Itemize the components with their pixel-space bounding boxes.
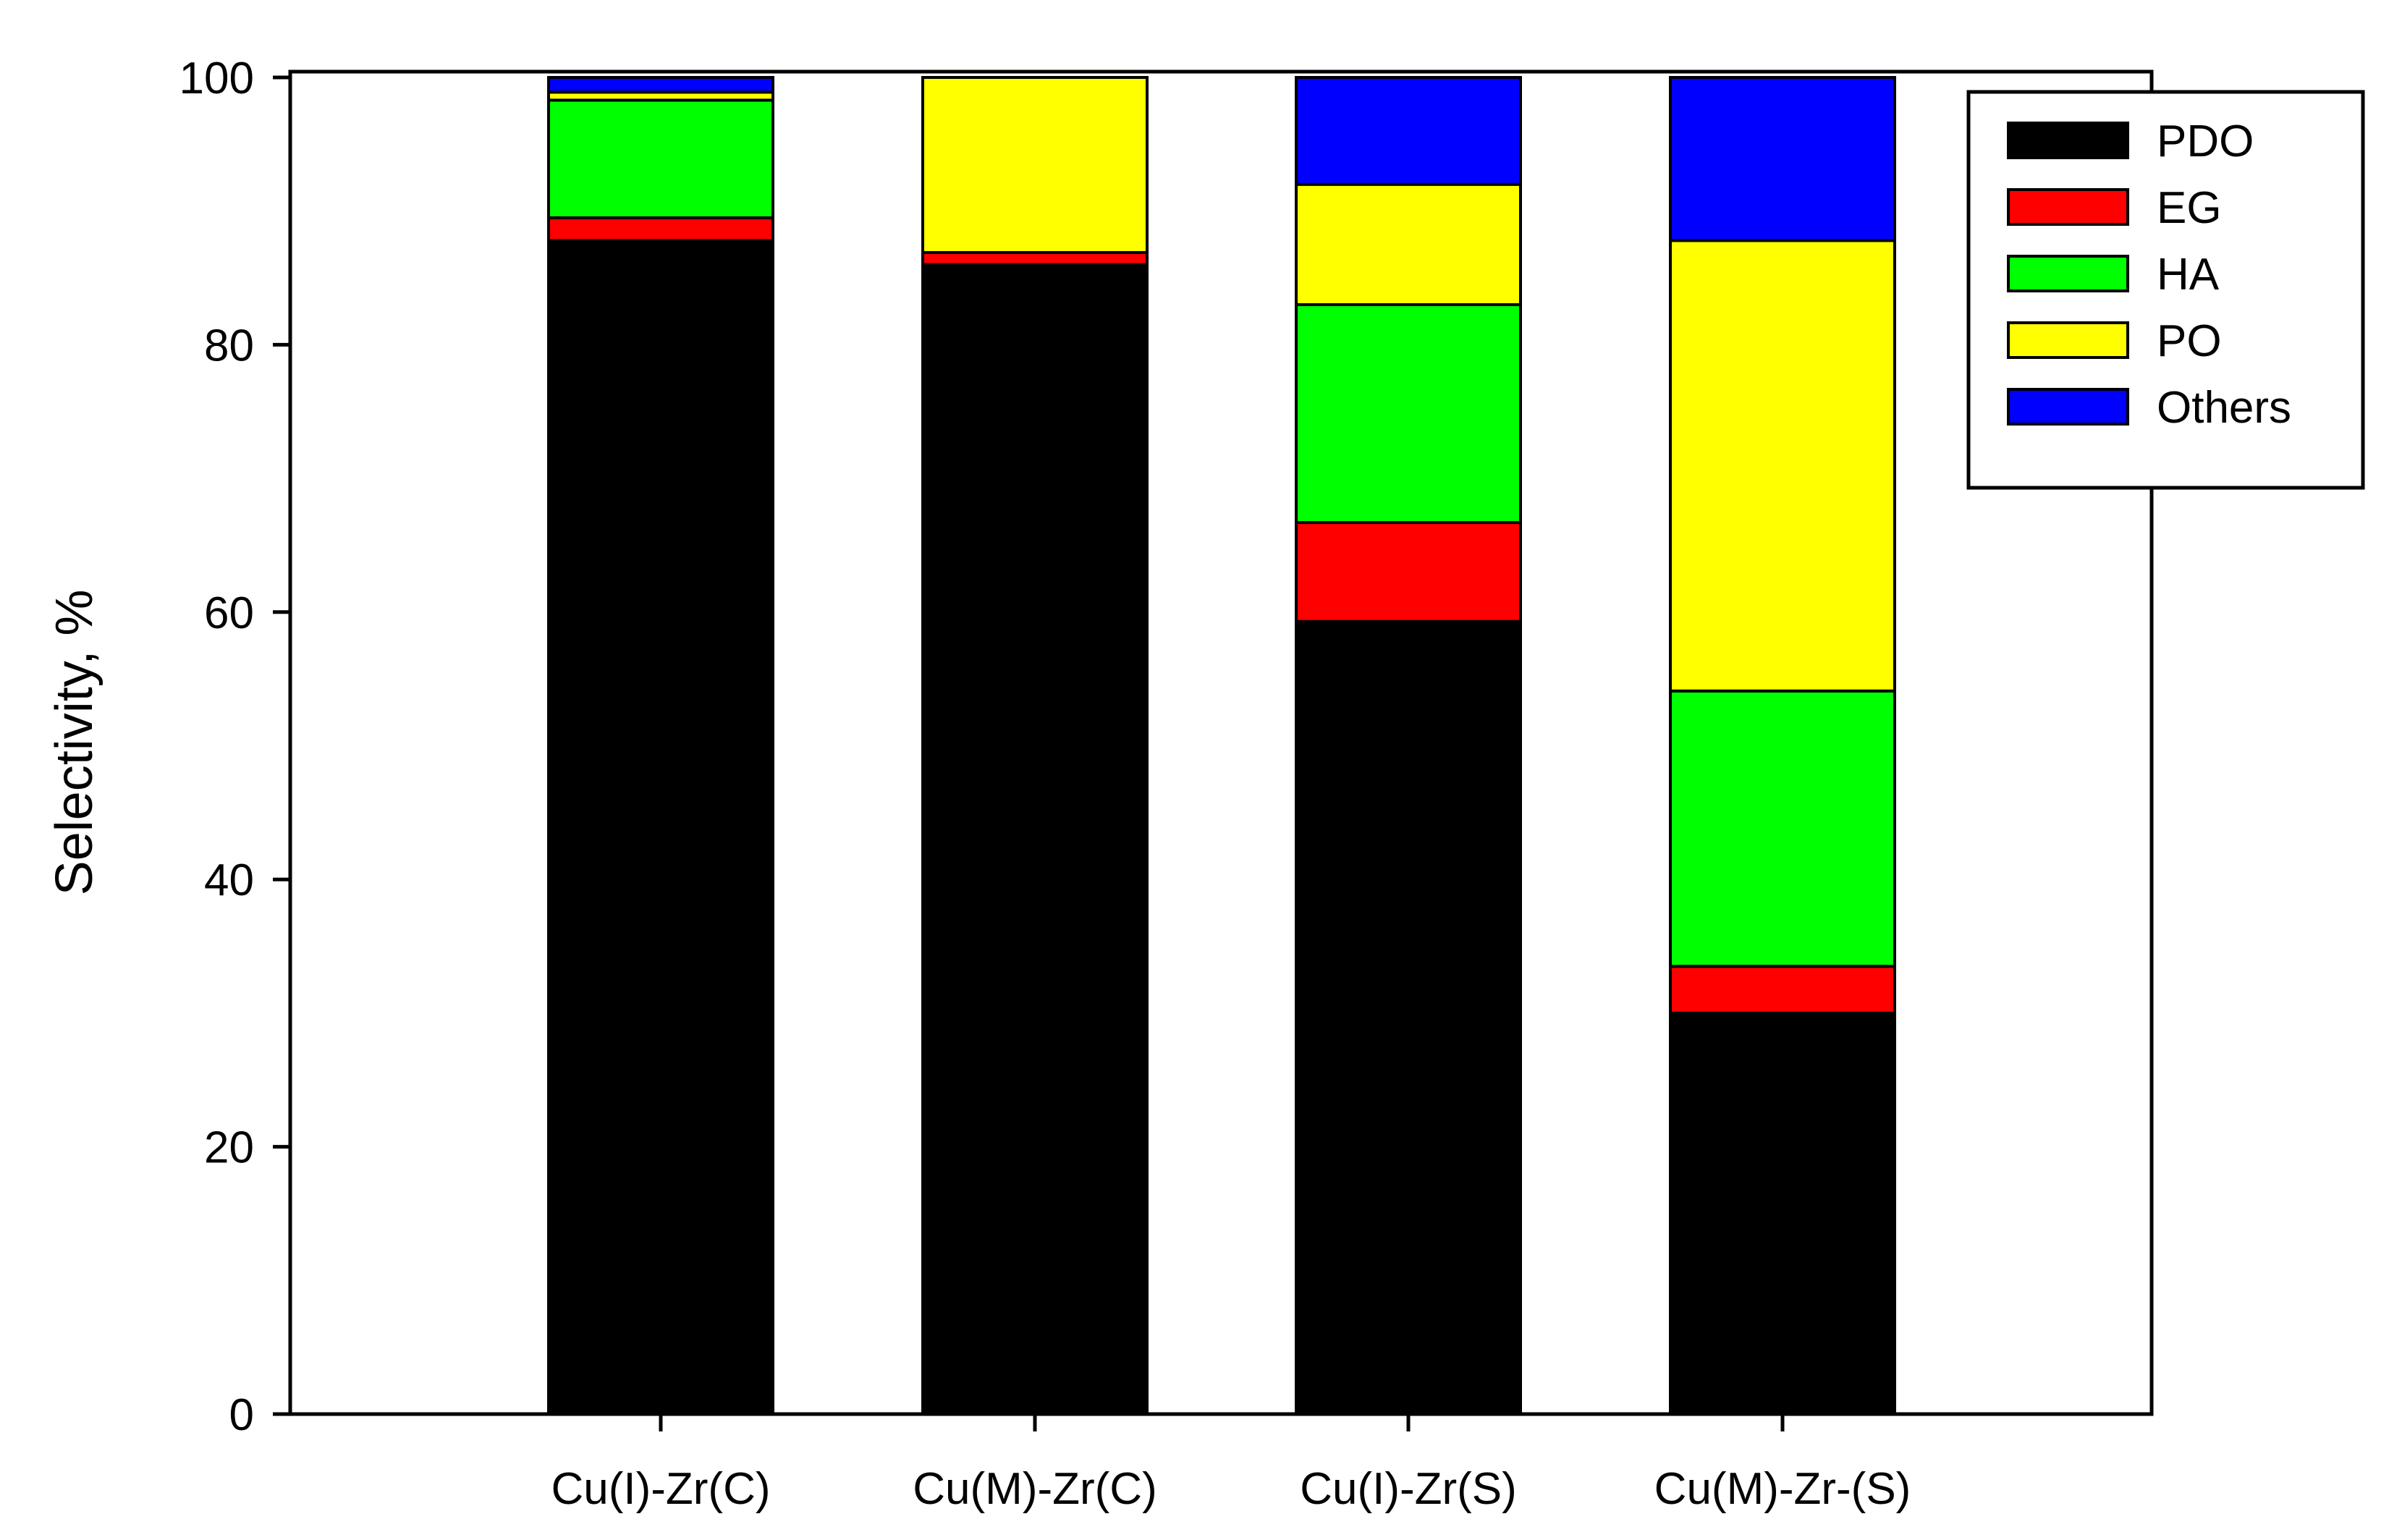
bar-segment-pdo-3: [1295, 619, 1522, 1416]
bar-segment-ha-1: [547, 98, 774, 219]
bar-segment-eg-2: [921, 250, 1149, 266]
legend-label-others: Others: [2157, 383, 2291, 433]
bar-segment-pdo-1: [547, 239, 774, 1416]
bar-segment-pdo-2: [921, 263, 1149, 1416]
bar-segment-others-3: [1295, 76, 1522, 186]
legend-swatch-po: [2007, 321, 2129, 359]
legend-label-eg: EG: [2157, 183, 2222, 233]
y-tick-label: 20: [204, 1123, 254, 1173]
x-tick-label: Cu(M)-Zr(C): [913, 1464, 1157, 1514]
bars-layer: [547, 76, 1896, 1416]
bar-segment-pdo-4: [1669, 1011, 1896, 1416]
legend: PDO EG HA PO Others: [1966, 90, 2365, 490]
bar-segment-eg-1: [547, 216, 774, 242]
y-tick-label: 80: [204, 321, 254, 371]
plot-frame: [288, 69, 2154, 1416]
x-tick-label: Cu(I)-Zr(S): [1300, 1464, 1517, 1514]
x-tick-label: Cu(M)-Zr-(S): [1654, 1464, 1911, 1514]
bar-segment-others-4: [1669, 76, 1896, 242]
legend-swatch-eg: [2007, 188, 2129, 226]
bar-segment-eg-3: [1295, 521, 1522, 623]
y-tick-label: 0: [229, 1390, 254, 1440]
x-axis: Cu(I)-Zr(C) Cu(M)-Zr(C) Cu(I)-Zr(S) Cu(M)-Z…: [551, 1414, 1911, 1514]
x-tick-label: Cu(I)-Zr(C): [551, 1464, 770, 1514]
legend-label-ha: HA: [2157, 250, 2220, 300]
bar-segment-po-3: [1295, 182, 1522, 306]
bar-segment-po-4: [1669, 239, 1896, 693]
legend-label-po: PO: [2157, 316, 2222, 366]
y-tick-label: 60: [204, 588, 254, 638]
legend-swatch-pdo: [2007, 122, 2129, 159]
bar-segment-others-1: [547, 76, 774, 94]
legend-swatch-others: [2007, 388, 2129, 426]
legend-label-pdo: PDO: [2157, 117, 2254, 166]
bar-segment-po-2: [921, 76, 1149, 254]
y-tick-label: 100: [179, 54, 254, 103]
bar-segment-eg-4: [1669, 965, 1896, 1015]
bar-segment-ha-4: [1669, 689, 1896, 968]
y-axis-title: Selectivity, %: [46, 590, 103, 896]
bar-segment-ha-3: [1295, 302, 1522, 525]
y-axis: 0 20 40 60 80 100: [179, 54, 290, 1440]
y-tick-label: 40: [204, 855, 254, 905]
legend-swatch-ha: [2007, 255, 2129, 292]
